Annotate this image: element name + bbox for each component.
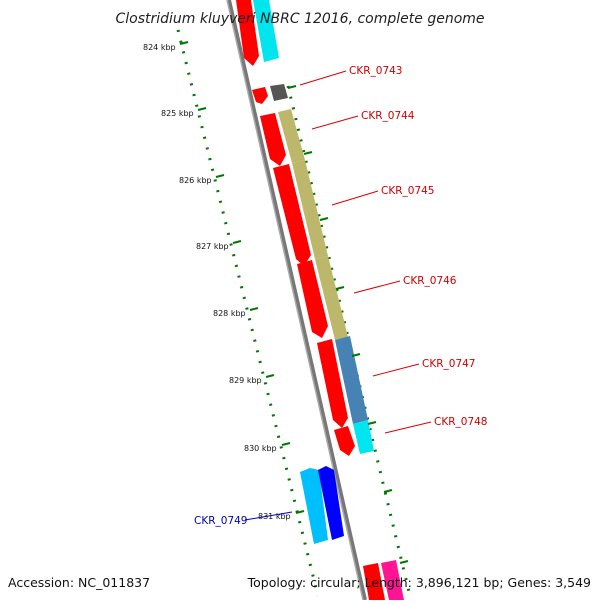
gene-label-CKR-0745[interactable]: CKR_0745	[381, 185, 434, 197]
tick-label: 828 kbp	[213, 309, 246, 318]
leader-line	[372, 363, 420, 377]
gene-label-CKR-0744[interactable]: CKR_0744	[361, 110, 415, 122]
leader-line	[353, 280, 401, 294]
tick-label: 826 kbp	[179, 176, 212, 185]
gene-label-CKR-0747[interactable]: CKR_0747	[422, 358, 475, 370]
gene-box[interactable]	[335, 336, 368, 424]
gene-arrow-CKR-0745[interactable]	[273, 164, 311, 266]
map-title: Clostridium kluyveri NBRC 12016, complet…	[115, 11, 484, 27]
tick-mark	[281, 442, 291, 446]
tick-label: 829 kbp	[229, 376, 262, 385]
gene-arrow-CKR-0748[interactable]	[334, 426, 355, 456]
tick-mark	[335, 286, 345, 290]
tick-label: 831 kbp	[258, 512, 291, 521]
tick-mark	[287, 85, 297, 89]
gene-arrow[interactable]	[363, 563, 385, 600]
gene-label-CKR-0743[interactable]: CKR_0743	[349, 65, 402, 77]
tick-mark	[319, 217, 329, 221]
gene-arrow[interactable]	[381, 560, 404, 600]
gene-box[interactable]	[315, 256, 348, 340]
gene-arrow[interactable]	[252, 87, 268, 104]
tick-mark	[215, 174, 225, 178]
gene-arrow-CKR-0747[interactable]	[317, 339, 348, 428]
gene-arrow-CKR-0744[interactable]	[260, 113, 286, 166]
right-ticks	[287, 85, 409, 564]
tick-mark	[265, 374, 275, 378]
gene-label-CKR-0748[interactable]: CKR_0748	[434, 416, 487, 428]
accession-text: Accession: NC_011837	[8, 575, 150, 590]
leader-line	[244, 511, 293, 521]
gene-label-CKR-0749[interactable]: CKR_0749	[194, 515, 247, 527]
tick-mark	[197, 107, 207, 111]
gene-arrow[interactable]	[253, 0, 279, 62]
scale-ticks: 824 kbp 825 kbp 826 kbp 827 kbp 828 kbp …	[143, 41, 305, 521]
tick-label: 825 kbp	[161, 109, 194, 118]
genome-backbone	[227, 0, 367, 601]
tick-mark	[367, 421, 377, 425]
gene-box[interactable]	[278, 109, 305, 163]
leader-line	[331, 190, 379, 206]
tick-mark	[232, 240, 242, 244]
gene-arrow[interactable]	[236, 0, 259, 66]
leader-line	[311, 115, 359, 130]
leader-line	[299, 70, 347, 86]
tick-mark	[351, 353, 361, 357]
tick-mark	[295, 510, 305, 514]
tick-mark	[249, 307, 259, 311]
gene-box[interactable]	[270, 84, 288, 101]
leader-line	[384, 421, 432, 434]
gene-arrow-CKR-0749-blue[interactable]	[318, 466, 344, 540]
genome-backbone-highlight	[226, 0, 364, 601]
tick-label: 824 kbp	[143, 43, 176, 52]
topology-text: Topology: circular; Length: 3,896,121 bp…	[247, 575, 591, 590]
gene-label-CKR-0746[interactable]: CKR_0746	[403, 275, 457, 287]
tick-mark	[179, 41, 189, 45]
track-boundary-left	[176, 29, 320, 597]
tick-label: 827 kbp	[196, 242, 229, 251]
tick-mark	[303, 151, 313, 155]
tick-mark	[399, 560, 409, 564]
leader-lines	[244, 70, 432, 521]
gene-arrow-CKR-0746[interactable]	[297, 260, 328, 338]
gene-arrow-CKR-0749[interactable]	[300, 468, 328, 544]
gene-box[interactable]	[353, 420, 374, 454]
tick-label: 830 kbp	[244, 444, 277, 453]
tick-mark	[383, 489, 393, 493]
gene-box[interactable]	[292, 160, 328, 259]
